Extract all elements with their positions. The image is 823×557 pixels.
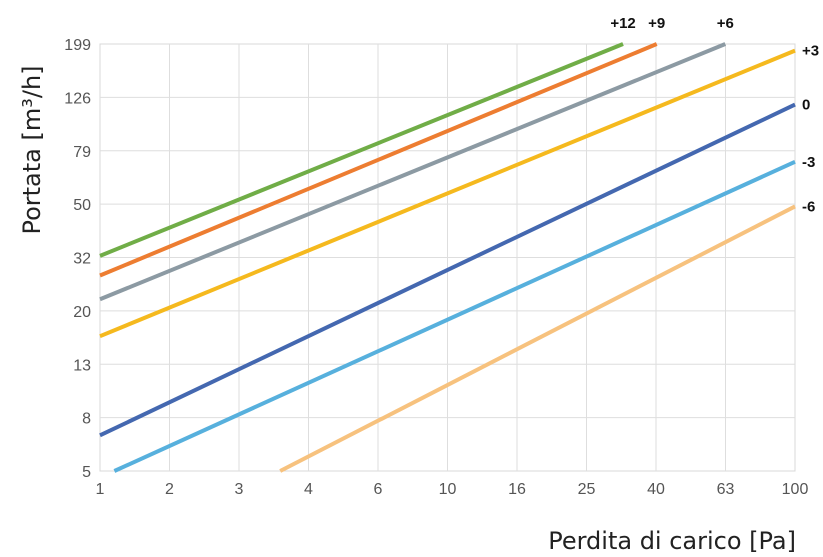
x-tick-label: 40: [647, 481, 665, 498]
series-line: [99, 48, 796, 339]
grid: [100, 44, 795, 471]
y-tick-label: 199: [64, 37, 91, 54]
series-lines: [99, 42, 796, 473]
series-label: 0: [802, 97, 810, 114]
x-tick-label: 2: [165, 481, 174, 498]
x-axis-title: Perdita di carico [Pa]: [548, 527, 796, 555]
x-tick-label: 1: [96, 481, 105, 498]
y-tick-label: 79: [73, 144, 91, 161]
series-line: [99, 42, 658, 278]
series-label: +6: [717, 15, 734, 32]
y-tick-label: 50: [73, 197, 91, 214]
y-tick-label: 8: [82, 411, 91, 428]
series-label: +12: [610, 15, 635, 32]
series-label: -6: [802, 198, 815, 215]
y-tick-labels: 5 8 13 20 32 50 79 126 199: [64, 37, 91, 481]
series-label: +9: [648, 15, 665, 32]
series-labels: +12 +9 +6 +3 0 -3 -6: [610, 15, 819, 215]
y-tick-label: 5: [82, 464, 91, 481]
y-tick-label: 32: [73, 251, 91, 268]
series-line: [113, 160, 796, 473]
x-tick-label: 25: [578, 481, 596, 498]
y-tick-label: 13: [73, 357, 91, 374]
series-line: [279, 204, 796, 473]
x-tick-label: 10: [439, 481, 457, 498]
x-tick-label: 6: [374, 481, 383, 498]
x-tick-labels: 1 2 3 4 6 10 16 25 40 63 100: [96, 481, 809, 498]
y-axis-title: Portata [m³/h]: [18, 65, 46, 234]
x-tick-label: 3: [235, 481, 244, 498]
x-tick-label: 4: [304, 481, 313, 498]
y-tick-label: 20: [73, 304, 91, 321]
series-line: [99, 42, 727, 302]
y-tick-label: 126: [64, 90, 91, 107]
series-label: -3: [802, 154, 815, 171]
x-tick-label: 63: [717, 481, 735, 498]
series-label: +3: [802, 43, 819, 60]
series-line: [99, 42, 624, 258]
series-line: [99, 102, 796, 438]
x-tick-label: 16: [508, 481, 526, 498]
x-tick-label: 100: [782, 481, 809, 498]
